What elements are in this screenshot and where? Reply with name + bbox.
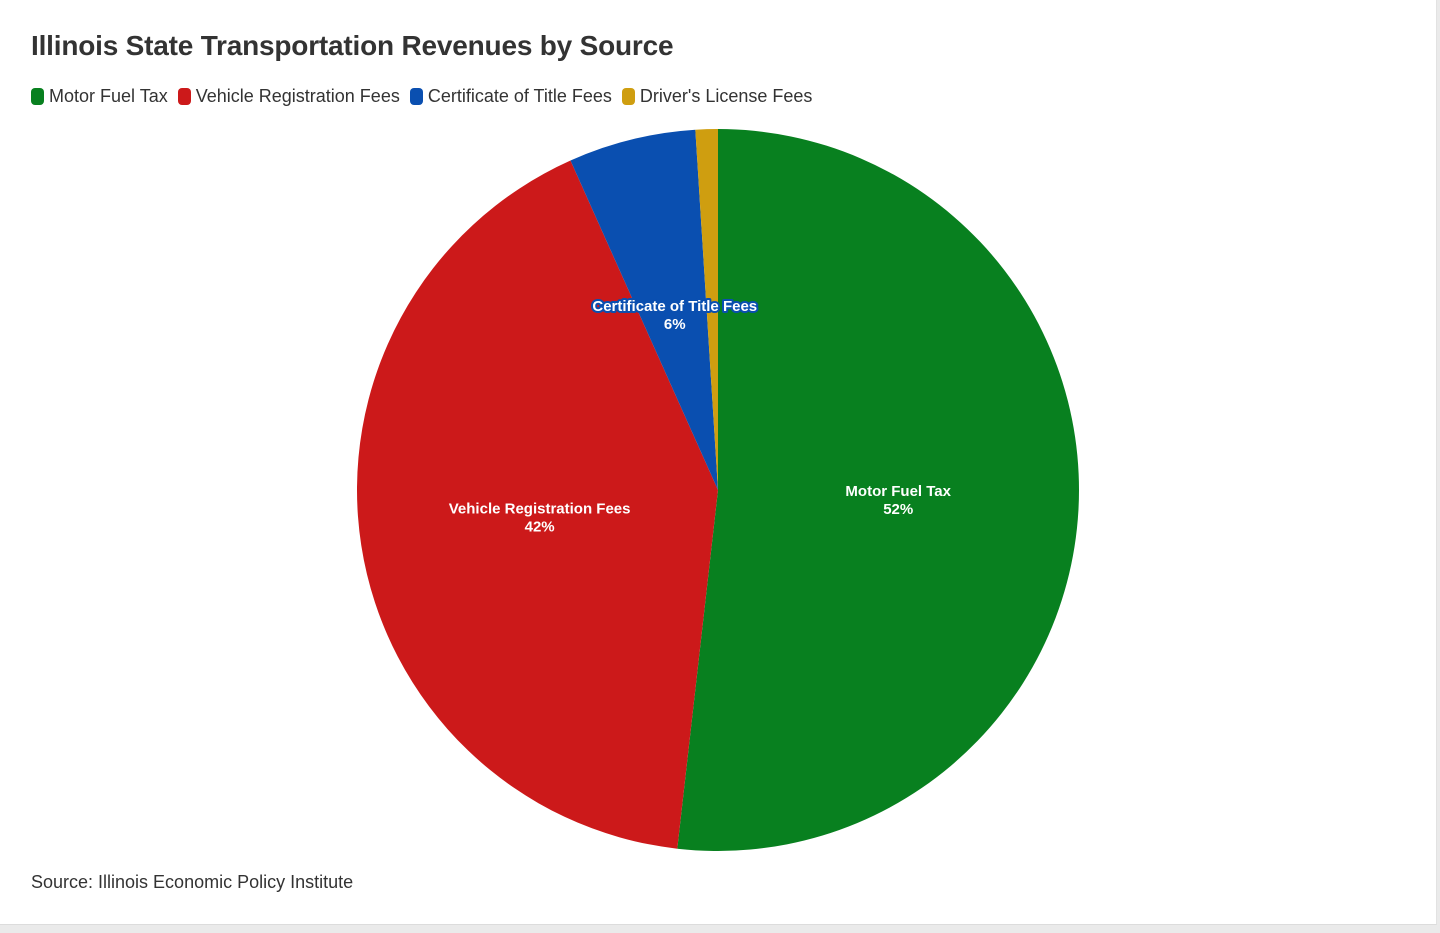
legend-swatch-drivers-license-fees xyxy=(621,88,635,105)
slice-percent-vehicle-registration-fees: 42% xyxy=(525,519,555,536)
legend-label-certificate-of-title-fees: Certificate of Title Fees xyxy=(427,86,612,106)
slice-name-vehicle-registration-fees: Vehicle Registration Fees xyxy=(449,501,631,518)
pie-slice-certificate-of-title-fees[interactable] xyxy=(570,129,718,491)
source-note: Source: Illinois Economic Policy Institu… xyxy=(31,872,354,892)
slice-label-vehicle-registration-fees: Vehicle Registration Fees 42% xyxy=(449,501,631,536)
slice-percent-motor-fuel-tax: 52% xyxy=(883,501,913,518)
slice-label-certificate-of-title-fees: Certificate of Title Fees 6% xyxy=(592,298,757,333)
pie-slice-vehicle-registration-fees[interactable] xyxy=(356,160,718,849)
slice-label-motor-fuel-tax: Motor Fuel Tax 52% xyxy=(845,483,951,518)
slice-name-certificate-of-title-fees: Certificate of Title Fees xyxy=(592,298,757,315)
legend-label-motor-fuel-tax: Motor Fuel Tax xyxy=(49,86,168,106)
pie-slice-driver-s-license-fees[interactable] xyxy=(695,129,718,490)
legend: Motor Fuel Tax Vehicle Registration Fees… xyxy=(31,86,822,107)
legend-item-drivers-license-fees[interactable]: Driver's License Fees xyxy=(621,86,813,107)
legend-swatch-vehicle-registration-fees xyxy=(177,88,191,105)
legend-label-drivers-license-fees: Driver's License Fees xyxy=(639,86,813,106)
legend-swatch-certificate-of-title-fees xyxy=(409,88,423,105)
pie-slice-motor-fuel-tax[interactable] xyxy=(677,129,1080,852)
legend-label-vehicle-registration-fees: Vehicle Registration Fees xyxy=(195,86,400,106)
chart-title: Illinois State Transportation Revenues b… xyxy=(31,30,674,61)
legend-item-motor-fuel-tax[interactable]: Motor Fuel Tax xyxy=(31,86,168,107)
legend-item-vehicle-registration-fees[interactable]: Vehicle Registration Fees xyxy=(177,86,400,107)
legend-item-certificate-of-title-fees[interactable]: Certificate of Title Fees xyxy=(409,86,612,107)
slice-name-motor-fuel-tax: Motor Fuel Tax xyxy=(845,483,951,500)
slice-percent-certificate-of-title-fees: 6% xyxy=(664,316,686,333)
legend-swatch-motor-fuel-tax xyxy=(31,88,44,105)
